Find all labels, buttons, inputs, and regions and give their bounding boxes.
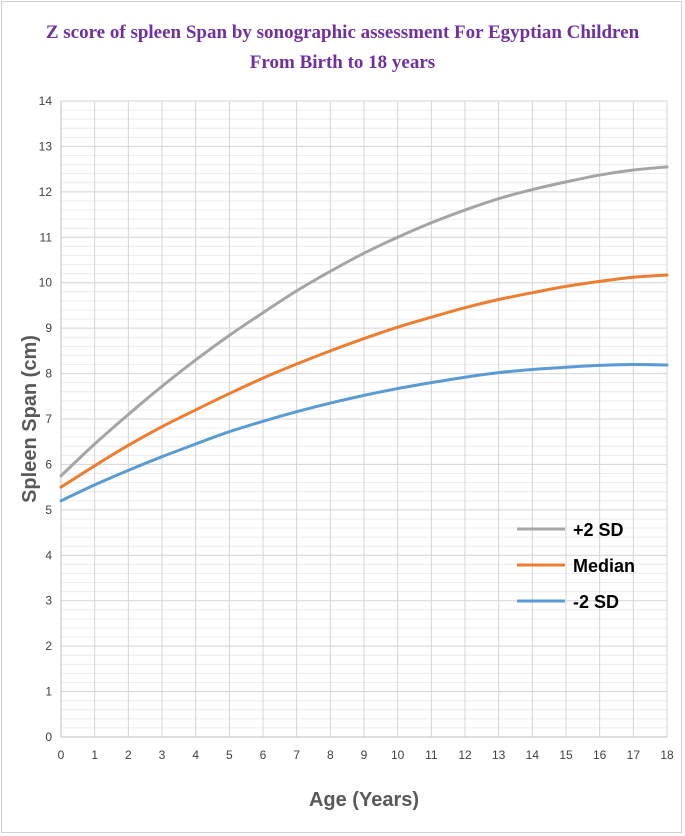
legend: +2 SD Median -2 SD bbox=[517, 520, 635, 612]
chart-subtitle: From Birth to 18 years bbox=[249, 52, 436, 73]
y-tick-label: 4 bbox=[45, 548, 52, 562]
grid bbox=[60, 100, 668, 738]
y-tick-label: 1 bbox=[45, 685, 52, 699]
y-tick-label: 9 bbox=[45, 321, 52, 335]
y-tick-label: 6 bbox=[45, 457, 52, 471]
y-tick-label: 3 bbox=[45, 594, 52, 608]
y-tick-label: 14 bbox=[39, 94, 53, 108]
y-tick-label: 0 bbox=[45, 730, 52, 744]
y-tick-label: 7 bbox=[45, 412, 52, 426]
series-lines bbox=[59, 165, 669, 503]
x-tick-label: 1 bbox=[91, 748, 98, 762]
x-tick-label: 14 bbox=[526, 748, 540, 762]
y-tick-label: 2 bbox=[45, 639, 52, 653]
axes bbox=[60, 101, 667, 738]
x-tick-label: 8 bbox=[327, 748, 334, 762]
x-tick-label: 5 bbox=[226, 748, 233, 762]
y-tick-label: 12 bbox=[39, 185, 53, 199]
y-tick-label: 13 bbox=[39, 139, 53, 153]
x-tick-label: 2 bbox=[125, 748, 132, 762]
series-line-1 bbox=[59, 273, 669, 489]
legend-label: -2 SD bbox=[573, 592, 619, 612]
x-axis-label: Age (Years) bbox=[309, 789, 419, 811]
legend-label: +2 SD bbox=[573, 520, 624, 540]
x-tick-label: 17 bbox=[627, 748, 641, 762]
x-tick-label: 12 bbox=[458, 748, 472, 762]
x-tick-label: 13 bbox=[492, 748, 506, 762]
x-tick-label: 0 bbox=[58, 748, 65, 762]
x-tick-label: 6 bbox=[260, 748, 267, 762]
y-tick-label: 10 bbox=[39, 276, 53, 290]
x-tick-label: 16 bbox=[593, 748, 607, 762]
x-tick-label: 10 bbox=[391, 748, 405, 762]
x-tick-label: 9 bbox=[361, 748, 368, 762]
x-tick-label: 3 bbox=[159, 748, 166, 762]
legend-label: Median bbox=[573, 556, 635, 576]
x-tick-label: 18 bbox=[660, 748, 674, 762]
y-tick-label: 11 bbox=[40, 230, 53, 244]
x-tick-label: 7 bbox=[293, 748, 300, 762]
x-tick-label: 11 bbox=[425, 748, 438, 762]
y-tick-label: 5 bbox=[45, 503, 52, 517]
series-line-2 bbox=[59, 362, 669, 503]
x-tick-label: 15 bbox=[559, 748, 573, 762]
chart-title: Z score of spleen Span by sonographic as… bbox=[45, 22, 640, 43]
y-axis-label: Spleen Span (cm) bbox=[19, 335, 41, 503]
y-tick-label: 8 bbox=[45, 367, 52, 381]
series-line-0 bbox=[59, 165, 669, 478]
x-tick-label: 4 bbox=[192, 748, 199, 762]
